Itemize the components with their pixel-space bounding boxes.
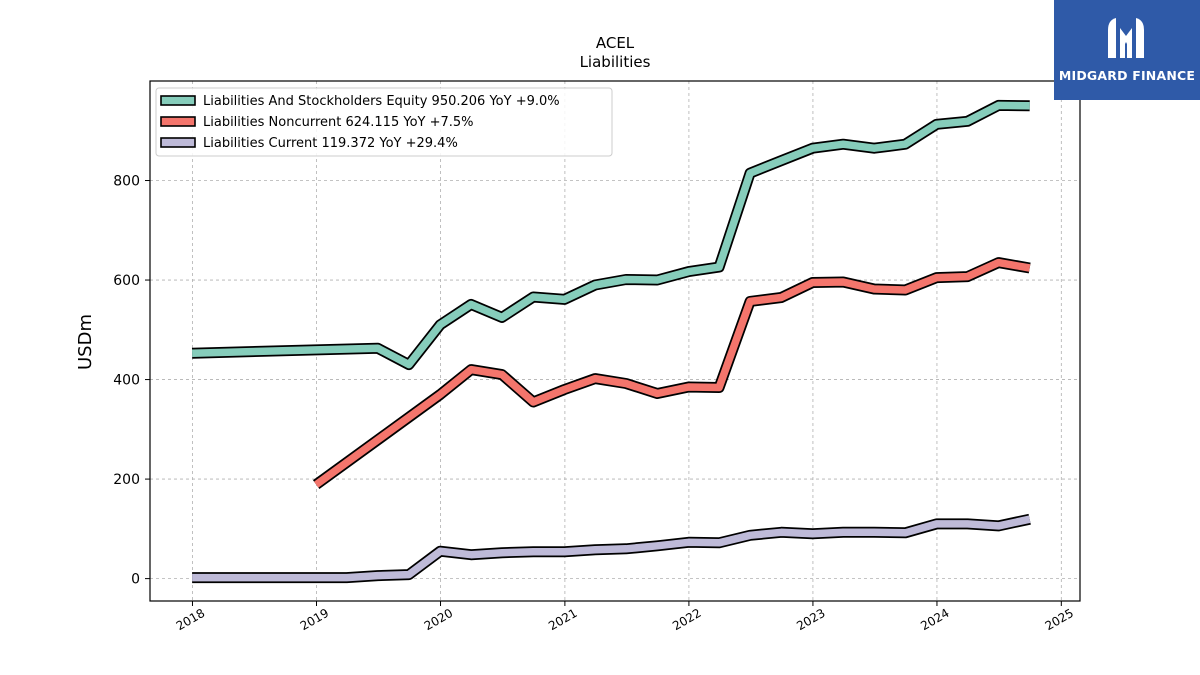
series-line [313, 258, 1031, 488]
y-axis: 0 200 400 600 800 [113, 174, 150, 588]
legend: Liabilities And Stockholders Equity 950.… [155, 87, 613, 157]
chart-subtitle: Liabilities [580, 53, 651, 71]
x-tick-label: 2025 [1043, 606, 1076, 633]
plot-frame [149, 80, 1081, 602]
x-tick-label: 2018 [174, 606, 207, 633]
legend-label: Liabilities Noncurrent 624.115 YoY +7.5% [203, 115, 474, 130]
series-outline [312, 257, 1031, 490]
x-tick-label: 2024 [918, 606, 951, 633]
legend-label: Liabilities And Stockholders Equity 950.… [203, 94, 560, 109]
y-tick-label: 800 [113, 174, 140, 190]
y-tick-label: 200 [113, 472, 140, 488]
chart-title: ACEL [596, 34, 635, 52]
brand-logo: MIDGARD FINANCE [1054, 0, 1200, 100]
series-layer [191, 99, 1031, 584]
brand-logo-text: MIDGARD FINANCE [1058, 68, 1196, 83]
y-tick-label: 0 [131, 572, 140, 588]
y-tick-label: 400 [113, 373, 140, 389]
x-tick-label: 2022 [670, 606, 703, 633]
y-tick-label: 600 [113, 273, 140, 289]
x-tick-label: 2021 [546, 606, 579, 633]
series-line [191, 101, 1030, 369]
legend-label: Liabilities Current 119.372 YoY +29.4% [203, 136, 458, 151]
legend-swatch [160, 116, 196, 127]
series-line [192, 515, 1031, 582]
y-axis-label: USDm [75, 314, 96, 370]
legend-swatch [160, 137, 196, 148]
x-tick-label: 2023 [794, 606, 827, 633]
x-tick-label: 2019 [298, 606, 331, 633]
brand-logo-icon [1108, 18, 1144, 58]
legend-swatch [160, 95, 196, 106]
x-axis: 2018 2019 2020 2021 2022 2023 2024 2025 [174, 601, 1076, 633]
legend-box [155, 87, 613, 157]
x-tick-label: 2020 [422, 606, 455, 633]
